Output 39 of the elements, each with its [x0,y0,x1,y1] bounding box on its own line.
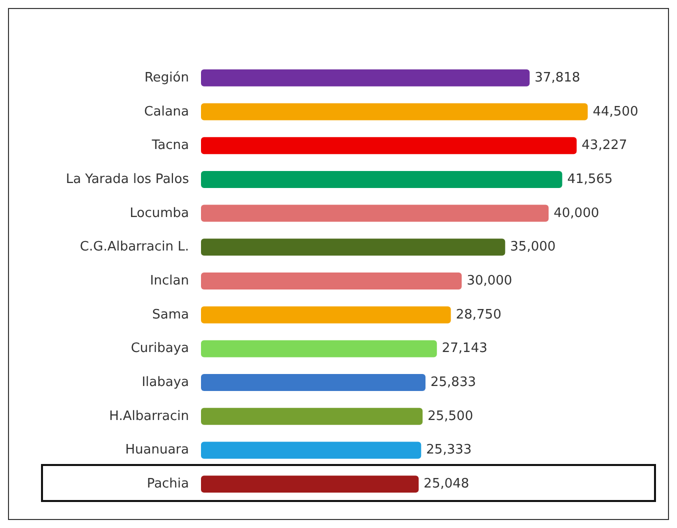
bar [201,103,588,120]
data-label: 25,833 [430,375,476,390]
bar [201,272,462,290]
y-tick-label: Pachia [146,476,189,492]
bar [201,137,577,154]
data-label: 25,333 [426,442,472,458]
y-tick-label: Curibaya [130,341,189,356]
bar [201,476,419,493]
y-tick-label: Huanuara [125,442,189,458]
bar [201,306,451,324]
y-tick-label: C.G.Albarracin L. [80,240,189,255]
y-tick-label: Tacna [150,138,189,154]
bar [201,238,506,256]
bar [201,204,549,222]
bar [201,408,423,425]
bar [201,340,437,358]
y-tick-label: Región [144,70,189,86]
data-label: 28,750 [456,307,502,322]
data-label: 30,000 [466,274,512,288]
y-tick-label: Sama [152,307,189,322]
bar [201,442,422,459]
data-label: 35,000 [510,240,556,255]
y-tick-label: Ilabaya [142,375,189,390]
bar [201,170,562,188]
data-label: 40,000 [554,206,600,221]
data-label: 44,500 [592,104,638,120]
data-label: 25,500 [428,408,474,424]
bar [201,374,426,392]
y-tick-label: Inclan [150,274,189,288]
data-label: 43,227 [582,138,628,154]
y-tick-label: La Yarada los Palos [66,172,190,187]
data-label: 27,143 [442,341,488,356]
y-tick-label: Calana [144,104,189,120]
data-label: 37,818 [534,70,580,86]
data-label: 41,565 [567,172,613,187]
bar [201,69,530,86]
y-tick-label: Locumba [130,206,189,221]
data-label: 25,048 [424,476,470,492]
y-tick-label: H.Albarracin [109,408,189,424]
